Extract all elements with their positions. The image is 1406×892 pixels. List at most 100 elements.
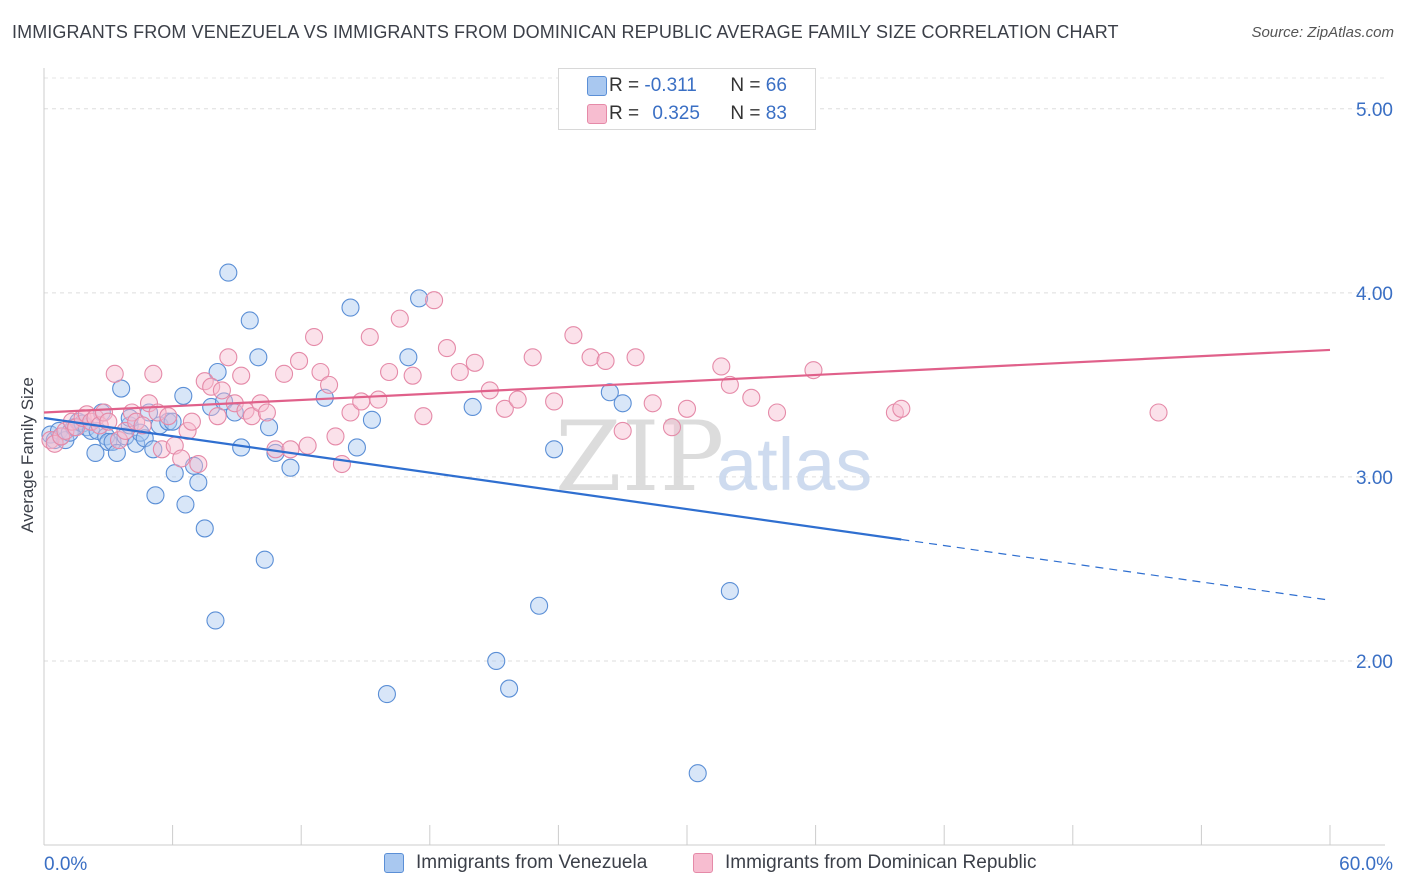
dominican-point bbox=[425, 291, 444, 310]
dominican-point bbox=[523, 348, 542, 367]
venezuela-point bbox=[377, 685, 396, 704]
dominican-points bbox=[41, 291, 1168, 474]
dominican-point bbox=[257, 403, 276, 422]
dominican-point bbox=[212, 381, 231, 400]
venezuela-point bbox=[399, 348, 418, 367]
legend-r-label: R = bbox=[609, 103, 640, 124]
legend-row-dominican: R = 0.325 N = 83 bbox=[587, 103, 787, 125]
legend-swatch-venezuela bbox=[587, 76, 607, 96]
dominican-point bbox=[495, 399, 514, 418]
dominican-point bbox=[290, 351, 309, 371]
swatch-dominican bbox=[693, 853, 713, 873]
legend-label-venezuela: Immigrants from Venezuela bbox=[416, 852, 648, 873]
venezuela-point bbox=[500, 679, 519, 698]
legend-item-dominican[interactable]: Immigrants from Dominican Republic bbox=[693, 852, 1037, 874]
dominican-point bbox=[144, 364, 163, 383]
source-label: Source: ZipAtlas.com bbox=[1251, 24, 1394, 41]
dominican-point bbox=[712, 357, 731, 376]
legend-n-label: N = bbox=[730, 103, 761, 124]
dominican-point bbox=[281, 440, 300, 459]
swatch-venezuela bbox=[384, 853, 404, 873]
venezuela-point bbox=[259, 418, 279, 437]
dominican-point bbox=[662, 418, 682, 437]
dominican-point bbox=[564, 326, 583, 345]
legend-n-label: N = bbox=[730, 75, 761, 96]
venezuela-point bbox=[176, 495, 195, 514]
dominican-trend-line bbox=[43, 348, 1331, 414]
venezuela-point bbox=[219, 263, 238, 282]
dominican-point bbox=[892, 399, 911, 418]
y-tick-label: 2.00 bbox=[1356, 652, 1393, 673]
legend-n-venezuela: 66 bbox=[765, 75, 787, 96]
venezuela-point bbox=[463, 397, 482, 417]
dominican-point bbox=[390, 309, 409, 328]
venezuela-point bbox=[720, 581, 739, 601]
watermark-zip: ZIP bbox=[555, 401, 724, 513]
dominican-point bbox=[508, 390, 527, 409]
trend-lines bbox=[43, 348, 1331, 601]
dominican-point bbox=[133, 416, 152, 435]
venezuela-point bbox=[613, 394, 632, 413]
tick-labels: 2.00 3.00 4.00 5.00 0.0% 60.0% bbox=[44, 100, 1393, 875]
y-tick-label: 4.00 bbox=[1356, 284, 1393, 305]
venezuela-point bbox=[195, 519, 214, 538]
dominican-point bbox=[219, 348, 238, 367]
dominican-point bbox=[56, 421, 75, 440]
venezuela-point bbox=[600, 383, 619, 402]
dominican-point bbox=[159, 407, 178, 426]
axes bbox=[43, 68, 1385, 846]
dominican-point bbox=[360, 327, 379, 347]
legend-item-venezuela[interactable]: Immigrants from Venezuela bbox=[384, 852, 647, 874]
watermark-atlas: atlas bbox=[716, 423, 872, 506]
dominican-point bbox=[369, 390, 388, 409]
venezuela-point bbox=[127, 434, 146, 453]
venezuela-point bbox=[362, 410, 381, 429]
dominican-point bbox=[465, 353, 484, 372]
venezuela-point bbox=[410, 289, 429, 308]
dominican-point bbox=[332, 454, 351, 474]
dominican-point bbox=[581, 348, 600, 367]
x-tick-label-left: 0.0% bbox=[44, 854, 87, 875]
dominican-point bbox=[326, 427, 345, 446]
y-tick-label: 3.00 bbox=[1356, 468, 1393, 489]
dominican-point bbox=[189, 454, 208, 474]
venezuela-point bbox=[174, 386, 193, 405]
venezuela-point bbox=[206, 611, 225, 630]
venezuela-point bbox=[530, 596, 549, 615]
dominican-point bbox=[320, 375, 339, 394]
dominican-point bbox=[613, 421, 632, 440]
dominican-point bbox=[275, 364, 294, 383]
dominican-point bbox=[208, 407, 227, 426]
dominican-point bbox=[45, 434, 64, 453]
venezuela-point bbox=[341, 298, 360, 317]
dominican-point bbox=[305, 327, 324, 347]
dominican-point bbox=[767, 403, 787, 422]
dominican-point bbox=[182, 412, 201, 431]
legend-n-dominican: 83 bbox=[765, 103, 787, 124]
dominican-point bbox=[545, 392, 564, 411]
y-tick-label: 5.00 bbox=[1356, 100, 1393, 121]
venezuela-point bbox=[688, 764, 707, 783]
venezuela-point bbox=[240, 311, 259, 330]
venezuela-trend-extension bbox=[901, 538, 1331, 601]
dominican-point bbox=[94, 403, 114, 422]
chart-title: IMMIGRANTS FROM VENEZUELA VS IMMIGRANTS … bbox=[12, 22, 1119, 42]
series-legend: Immigrants from Venezuela Immigrants fro… bbox=[0, 852, 1406, 878]
dominican-point bbox=[626, 348, 645, 367]
dominican-point bbox=[677, 399, 697, 418]
venezuela-points bbox=[41, 263, 739, 783]
dominican-point bbox=[643, 394, 662, 413]
venezuela-point bbox=[347, 438, 366, 457]
dominican-point bbox=[202, 377, 221, 396]
legend-row-venezuela: R = -0.311 N = 66 bbox=[587, 75, 787, 97]
dominican-point bbox=[720, 375, 739, 394]
venezuela-point bbox=[146, 486, 165, 505]
dominican-point bbox=[105, 364, 124, 383]
dominican-point bbox=[298, 436, 317, 455]
dominican-point bbox=[311, 362, 330, 382]
dominican-point bbox=[742, 388, 761, 407]
dominican-point bbox=[352, 392, 371, 411]
legend-r-venezuela: -0.311 bbox=[644, 75, 697, 96]
venezuela-point bbox=[249, 348, 268, 367]
